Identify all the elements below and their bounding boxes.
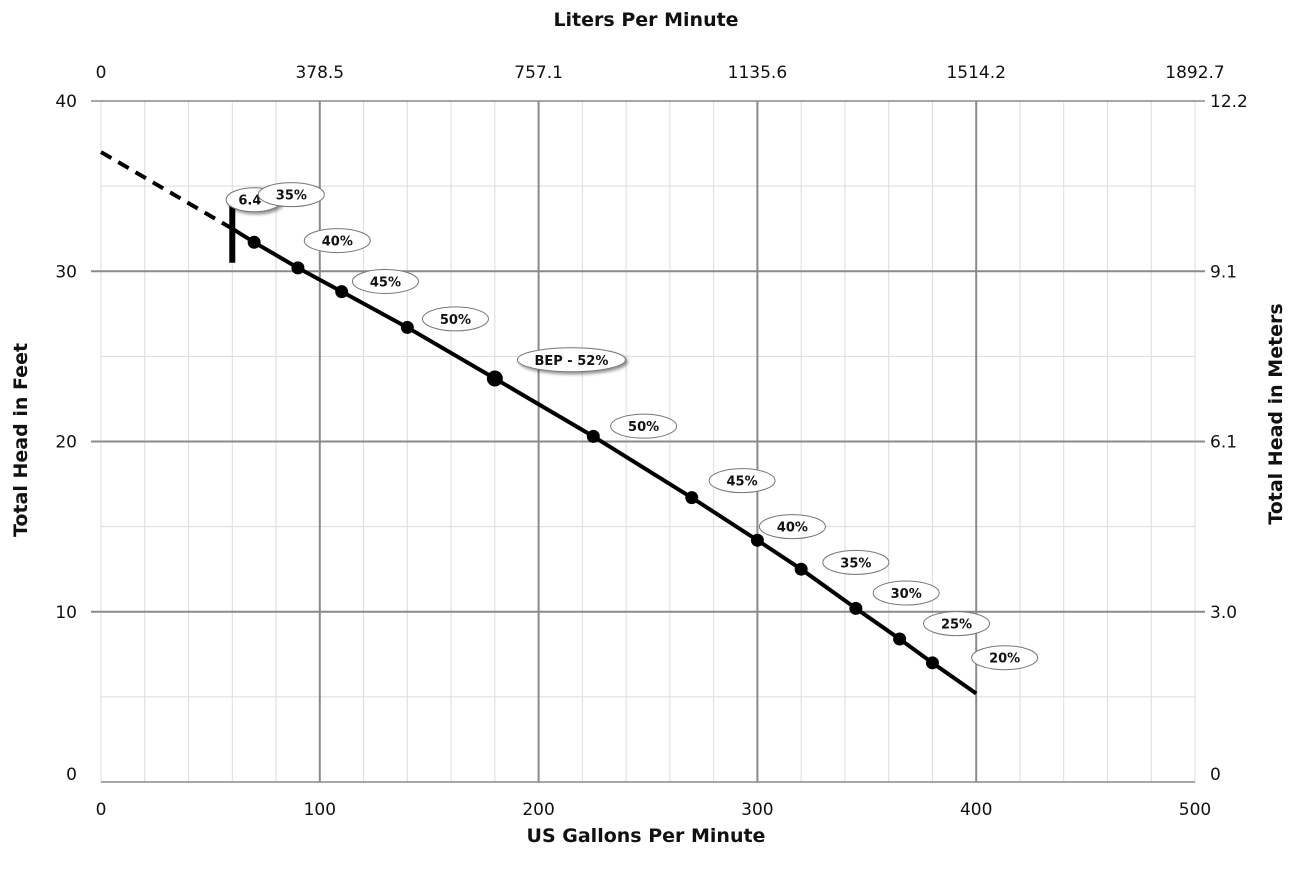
bottom-axis-title: US Gallons Per Minute bbox=[527, 825, 766, 847]
efficiency-label-text: 50% bbox=[440, 313, 471, 328]
y2-tick-label: 6.1 bbox=[1210, 433, 1237, 453]
efficiency-label: 40% bbox=[758, 514, 826, 540]
x2-tick-label: 1514.2 bbox=[946, 63, 1005, 83]
major-gridlines bbox=[91, 100, 1205, 783]
efficiency-label-bubble bbox=[758, 514, 826, 540]
efficiency-label-bubble bbox=[822, 549, 890, 575]
efficiency-label-bubble bbox=[923, 611, 991, 637]
y-tick-label: 40 bbox=[55, 92, 77, 112]
efficiency-labels: 6.4” 35%40%45%50%BEP - 52%50%45%40%35%30%… bbox=[225, 182, 1039, 671]
efficiency-label: 30% bbox=[872, 580, 940, 606]
efficiency-label-text: 45% bbox=[370, 275, 401, 290]
x2-tick-label: 1892.7 bbox=[1165, 63, 1224, 83]
x2-tick-label: 757.1 bbox=[514, 63, 563, 83]
data-point bbox=[849, 601, 863, 615]
y-tick-label: 20 bbox=[55, 433, 77, 453]
y2-tick-label: 3.0 bbox=[1210, 603, 1237, 623]
x-tick-label: 0 bbox=[96, 800, 107, 820]
data-point bbox=[247, 235, 261, 249]
efficiency-label-bubble bbox=[303, 228, 371, 254]
bep-label-text: BEP - 52% bbox=[534, 354, 608, 369]
efficiency-label: 20% bbox=[971, 645, 1039, 671]
x-tick-label: 100 bbox=[304, 800, 336, 820]
data-point bbox=[291, 261, 305, 275]
efficiency-label: 50% bbox=[610, 413, 678, 439]
y2-tick-label: 12.2 bbox=[1210, 92, 1248, 112]
efficiency-label: 50% bbox=[421, 306, 489, 332]
data-point bbox=[400, 320, 414, 334]
efficiency-label: 35% bbox=[257, 182, 325, 208]
x2-tick-label: 0 bbox=[96, 63, 107, 83]
x-tick-label: 300 bbox=[741, 800, 773, 820]
efficiency-label-bubble bbox=[971, 645, 1039, 671]
data-point bbox=[750, 533, 764, 547]
data-point bbox=[335, 285, 349, 299]
efficiency-label: 25% bbox=[923, 611, 991, 637]
x2-tick-label: 1135.6 bbox=[728, 63, 787, 83]
x-tick-label: 400 bbox=[960, 800, 992, 820]
left-axis-title: Total Head in Feet bbox=[10, 343, 32, 537]
x-tick-label: 200 bbox=[522, 800, 554, 820]
x2-tick-label: 378.5 bbox=[295, 63, 344, 83]
efficiency-label-bubble bbox=[708, 468, 776, 494]
efficiency-label-bubble bbox=[872, 580, 940, 606]
data-point bbox=[586, 429, 600, 443]
curve-dashed-segment bbox=[99, 150, 234, 231]
efficiency-label-bubble bbox=[610, 413, 678, 439]
bep-point bbox=[486, 370, 503, 387]
top-axis-title: Liters Per Minute bbox=[553, 9, 738, 31]
x-tick-label: 500 bbox=[1179, 800, 1211, 820]
data-point bbox=[925, 656, 939, 670]
efficiency-label-bubble bbox=[257, 182, 325, 208]
data-point bbox=[685, 491, 699, 505]
efficiency-label-text: 40% bbox=[777, 521, 808, 536]
efficiency-label: 45% bbox=[708, 468, 776, 494]
y-tick-label: 30 bbox=[55, 262, 77, 282]
y-tick-label: 0 bbox=[66, 765, 77, 785]
y2-tick-label: 0 bbox=[1210, 765, 1221, 785]
bep-label-bubble bbox=[516, 347, 626, 373]
data-point bbox=[893, 632, 907, 646]
efficiency-label-text: 45% bbox=[727, 475, 758, 490]
efficiency-label-text: 35% bbox=[840, 556, 871, 571]
efficiency-label-bubble bbox=[421, 306, 489, 332]
efficiency-label-text: 50% bbox=[628, 420, 659, 435]
efficiency-label-text: 20% bbox=[989, 652, 1020, 667]
efficiency-label-text: 40% bbox=[322, 235, 353, 250]
y-tick-label: 10 bbox=[55, 603, 77, 623]
efficiency-label: 35% bbox=[822, 549, 890, 575]
bep-label: BEP - 52% bbox=[516, 347, 626, 373]
efficiency-label-text: 30% bbox=[891, 587, 922, 602]
efficiency-label: 40% bbox=[303, 228, 371, 254]
curve-solid-segment bbox=[231, 226, 978, 696]
efficiency-label-text: 25% bbox=[941, 618, 972, 633]
y2-tick-label: 9.1 bbox=[1210, 262, 1237, 282]
efficiency-label-bubble bbox=[351, 268, 419, 294]
efficiency-label: 45% bbox=[351, 268, 419, 294]
right-axis-title: Total Head in Meters bbox=[1265, 303, 1287, 524]
data-point bbox=[794, 562, 808, 576]
efficiency-label-text: 35% bbox=[276, 189, 307, 204]
